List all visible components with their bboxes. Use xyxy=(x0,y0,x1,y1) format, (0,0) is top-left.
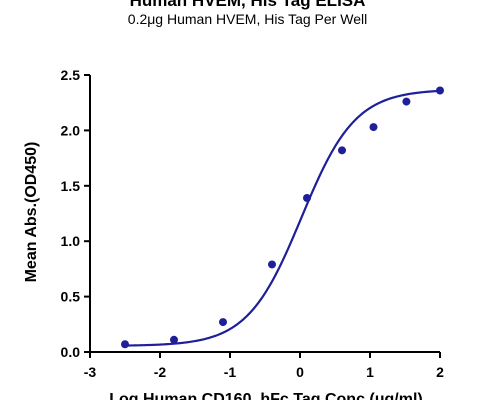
data-point xyxy=(338,146,346,155)
x-axis-title: Log Human CD160, hFc Tag Conc.(μg/ml) xyxy=(109,391,423,400)
data-point xyxy=(436,86,444,95)
data-point xyxy=(170,335,178,344)
x-tick-label: 2 xyxy=(436,364,444,380)
y-tick-label: 0.5 xyxy=(61,289,81,305)
y-tick-label: 1.0 xyxy=(61,233,81,249)
x-tick-label: -2 xyxy=(154,364,167,380)
y-tick-label: 2.5 xyxy=(61,67,81,83)
y-tick-label: 1.5 xyxy=(61,178,81,194)
fit-curve-layer xyxy=(124,89,441,347)
data-points xyxy=(121,86,444,349)
chart-subtitle: 0.2μg Human HVEM, His Tag Per Well xyxy=(127,11,368,27)
data-point xyxy=(121,340,129,349)
fit-curve xyxy=(124,89,441,347)
y-axis-title: Mean Abs.(OD450) xyxy=(23,142,40,283)
y-tick-label: 2.0 xyxy=(61,122,81,138)
x-tick-label: 1 xyxy=(366,364,374,380)
data-point xyxy=(303,193,311,202)
data-point xyxy=(268,260,276,269)
x-tick-label: -1 xyxy=(224,364,237,380)
data-point xyxy=(369,123,378,132)
x-tick-label: 0 xyxy=(296,364,304,380)
y-tick-label: 0.0 xyxy=(61,344,81,360)
axes: 0.0 0.5 1.0 1.5 2.0 2.5 -3 -2 -1 0 1 2 xyxy=(61,67,445,380)
data-point xyxy=(219,318,227,327)
x-tick-label: -3 xyxy=(84,364,97,380)
chart-title: Human HVEM, His Tag ELISA xyxy=(129,0,366,10)
data-point xyxy=(402,97,411,106)
